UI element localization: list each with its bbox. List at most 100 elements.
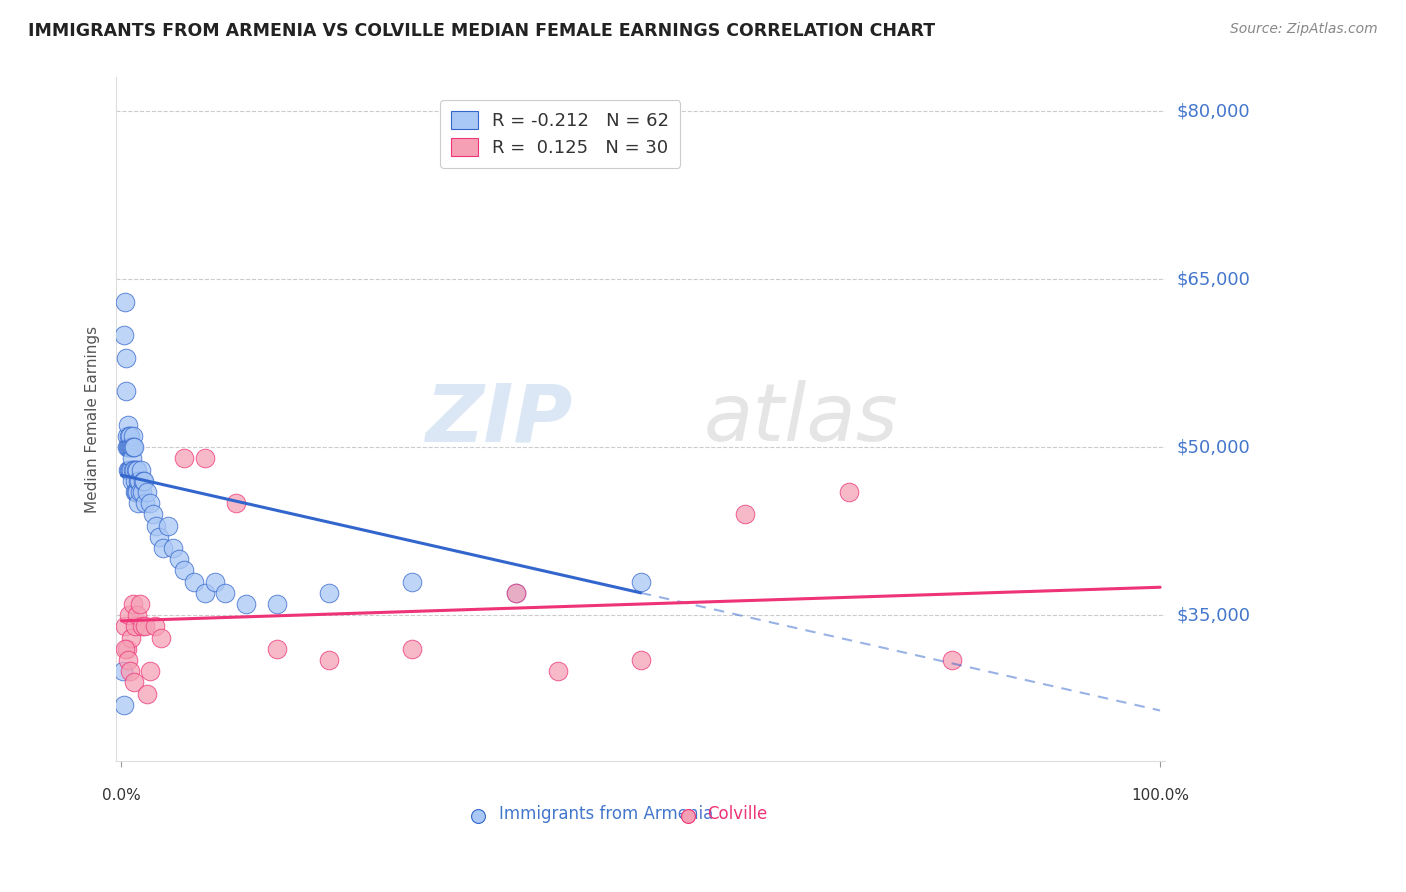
- Point: [114, 619, 136, 633]
- Point: [183, 574, 205, 589]
- Point: [136, 687, 159, 701]
- Text: atlas: atlas: [704, 380, 898, 458]
- Point: [134, 619, 156, 633]
- Point: [118, 665, 141, 679]
- Point: [547, 665, 569, 679]
- Point: [118, 440, 141, 454]
- Point: [127, 474, 149, 488]
- Point: [122, 440, 145, 454]
- Point: [114, 294, 136, 309]
- Point: [138, 665, 160, 679]
- Point: [193, 586, 215, 600]
- Point: [125, 485, 148, 500]
- Y-axis label: Median Female Earnings: Median Female Earnings: [86, 326, 100, 513]
- Point: [173, 563, 195, 577]
- Point: [630, 653, 652, 667]
- Text: IMMIGRANTS FROM ARMENIA VS COLVILLE MEDIAN FEMALE EARNINGS CORRELATION CHART: IMMIGRANTS FROM ARMENIA VS COLVILLE MEDI…: [28, 22, 935, 40]
- Point: [167, 552, 190, 566]
- Point: [121, 451, 143, 466]
- Point: [128, 474, 150, 488]
- Point: [118, 462, 141, 476]
- Point: [121, 474, 143, 488]
- Point: [124, 619, 146, 633]
- Point: [129, 597, 152, 611]
- Point: [117, 440, 139, 454]
- Point: [117, 653, 139, 667]
- Point: [122, 440, 145, 454]
- Point: [127, 496, 149, 510]
- Point: [266, 641, 288, 656]
- Point: [120, 440, 142, 454]
- Point: [125, 485, 148, 500]
- Point: [148, 530, 170, 544]
- Point: [157, 518, 180, 533]
- Point: [134, 496, 156, 510]
- Point: [318, 653, 340, 667]
- Point: [131, 485, 153, 500]
- Point: [112, 698, 135, 712]
- Point: [225, 496, 247, 510]
- Text: $35,000: $35,000: [1177, 607, 1250, 624]
- Point: [138, 496, 160, 510]
- Point: [115, 440, 138, 454]
- Point: [125, 608, 148, 623]
- Point: [118, 462, 141, 476]
- Point: [401, 641, 423, 656]
- Text: $65,000: $65,000: [1177, 270, 1250, 288]
- Point: [114, 351, 136, 365]
- Point: [143, 619, 166, 633]
- Point: [214, 586, 236, 600]
- Text: Colville: Colville: [707, 805, 768, 823]
- Point: [131, 619, 153, 633]
- Point: [125, 462, 148, 476]
- Point: [114, 641, 136, 656]
- Point: [132, 474, 155, 488]
- Point: [318, 586, 340, 600]
- Point: [136, 485, 159, 500]
- Point: [505, 586, 527, 600]
- Point: [149, 631, 172, 645]
- Point: [266, 597, 288, 611]
- Text: ZIP: ZIP: [425, 380, 572, 458]
- Point: [120, 462, 142, 476]
- Point: [204, 574, 226, 589]
- Text: $50,000: $50,000: [1177, 438, 1250, 456]
- Point: [173, 451, 195, 466]
- Point: [124, 485, 146, 500]
- Point: [235, 597, 257, 611]
- Point: [734, 508, 756, 522]
- Point: [124, 474, 146, 488]
- Point: [134, 474, 156, 488]
- Point: [118, 608, 141, 623]
- Point: [142, 508, 165, 522]
- Point: [117, 462, 139, 476]
- Point: [117, 417, 139, 432]
- Point: [112, 328, 135, 343]
- Point: [193, 451, 215, 466]
- Point: [118, 429, 141, 443]
- Point: [118, 429, 141, 443]
- Point: [122, 462, 145, 476]
- Point: [121, 440, 143, 454]
- Point: [115, 429, 138, 443]
- Text: $80,000: $80,000: [1177, 102, 1250, 120]
- Point: [122, 597, 145, 611]
- Point: [122, 429, 145, 443]
- Point: [837, 485, 859, 500]
- Point: [120, 631, 142, 645]
- Point: [122, 462, 145, 476]
- Point: [122, 675, 145, 690]
- Point: [118, 440, 141, 454]
- Point: [125, 462, 148, 476]
- Point: [111, 665, 134, 679]
- Point: [145, 518, 167, 533]
- Text: 100.0%: 100.0%: [1130, 789, 1189, 803]
- Text: Immigrants from Armenia: Immigrants from Armenia: [499, 805, 713, 823]
- Point: [115, 641, 138, 656]
- Point: [401, 574, 423, 589]
- Point: [129, 485, 152, 500]
- Point: [162, 541, 184, 555]
- Point: [630, 574, 652, 589]
- Point: [152, 541, 174, 555]
- Point: [505, 586, 527, 600]
